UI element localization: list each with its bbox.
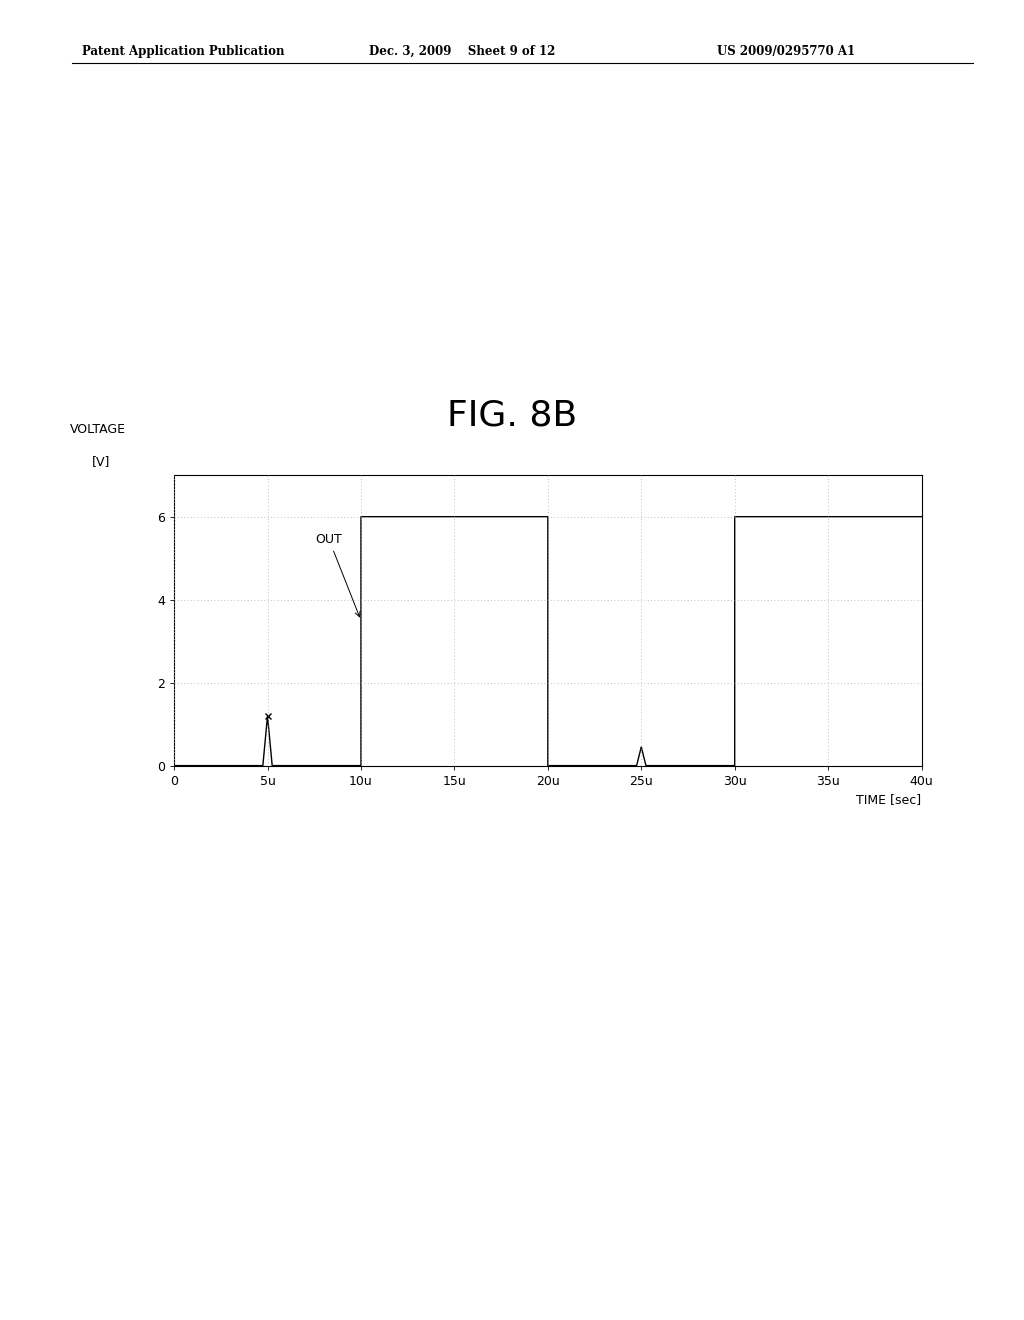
X-axis label: TIME [sec]: TIME [sec] [856,793,922,807]
Text: US 2009/0295770 A1: US 2009/0295770 A1 [717,45,855,58]
Text: OUT: OUT [315,533,360,616]
Text: VOLTAGE: VOLTAGE [70,422,125,436]
Text: Dec. 3, 2009    Sheet 9 of 12: Dec. 3, 2009 Sheet 9 of 12 [369,45,555,58]
Text: [V]: [V] [92,455,111,467]
Text: FIG. 8B: FIG. 8B [446,399,578,433]
Text: Patent Application Publication: Patent Application Publication [82,45,285,58]
